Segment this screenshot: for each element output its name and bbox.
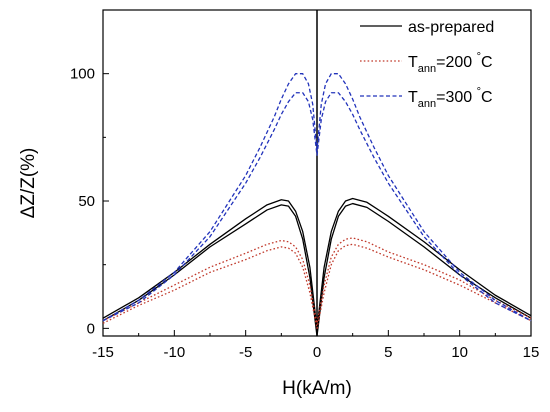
series-line-2-branch-2 — [102, 243, 532, 330]
x-axis-label: H(kA/m) — [282, 378, 352, 399]
y-tick-label: 100 — [70, 66, 95, 83]
x-tick-label: -5 — [239, 344, 252, 361]
legend-label-3: Tann=300 °C — [408, 86, 493, 110]
series-line-2-branch-1 — [102, 237, 532, 324]
legend-label-1: as-prepared — [408, 19, 494, 36]
x-tick-label: -15 — [92, 344, 114, 361]
legend-label-2: Tann=200 °C — [408, 51, 493, 75]
x-tick-label: -10 — [163, 344, 185, 361]
y-tick-label: 50 — [78, 193, 95, 210]
plot-area: -15 -10 -5 0 5 10 15 0 50 100 — [70, 9, 539, 361]
x-tick-label: 0 — [313, 344, 321, 361]
y-tick-label: 0 — [87, 320, 95, 337]
series-line-3-branch-2 — [102, 92, 532, 322]
x-tick-label: 10 — [451, 344, 468, 361]
legend: as-prepared Tann=200 °C Tann=300 °C — [360, 19, 494, 110]
x-tick-label: 5 — [384, 344, 392, 361]
y-axis-label: ΔZ/Z(%) — [18, 148, 39, 219]
tick-layer: -15 -10 -5 0 5 10 15 0 50 100 — [70, 66, 539, 361]
x-tick-label: 15 — [523, 344, 540, 361]
